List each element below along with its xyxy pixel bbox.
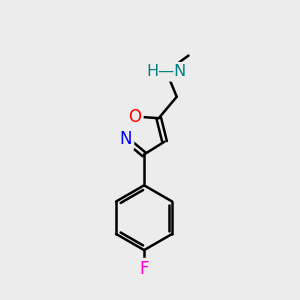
- Text: N: N: [119, 130, 132, 148]
- Text: F: F: [140, 260, 149, 278]
- Text: O: O: [128, 107, 141, 125]
- Text: H—N: H—N: [146, 64, 187, 79]
